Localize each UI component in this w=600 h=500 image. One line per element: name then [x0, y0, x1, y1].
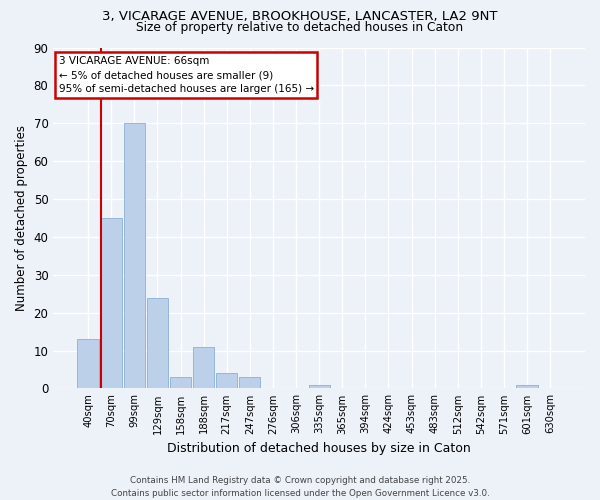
Bar	[147, 298, 168, 388]
Text: Contains HM Land Registry data © Crown copyright and database right 2025.
Contai: Contains HM Land Registry data © Crown c…	[110, 476, 490, 498]
Bar	[124, 124, 145, 388]
Text: 3 VICARAGE AVENUE: 66sqm
← 5% of detached houses are smaller (9)
95% of semi-det: 3 VICARAGE AVENUE: 66sqm ← 5% of detache…	[59, 56, 314, 94]
Bar	[216, 374, 238, 388]
Bar	[170, 377, 191, 388]
Bar	[101, 218, 122, 388]
Text: 3, VICARAGE AVENUE, BROOKHOUSE, LANCASTER, LA2 9NT: 3, VICARAGE AVENUE, BROOKHOUSE, LANCASTE…	[102, 10, 498, 23]
Bar	[77, 339, 99, 388]
Bar	[517, 384, 538, 388]
X-axis label: Distribution of detached houses by size in Caton: Distribution of detached houses by size …	[167, 442, 471, 455]
Text: Size of property relative to detached houses in Caton: Size of property relative to detached ho…	[136, 21, 464, 34]
Bar	[308, 384, 330, 388]
Bar	[239, 377, 260, 388]
Bar	[193, 347, 214, 389]
Y-axis label: Number of detached properties: Number of detached properties	[15, 125, 28, 311]
